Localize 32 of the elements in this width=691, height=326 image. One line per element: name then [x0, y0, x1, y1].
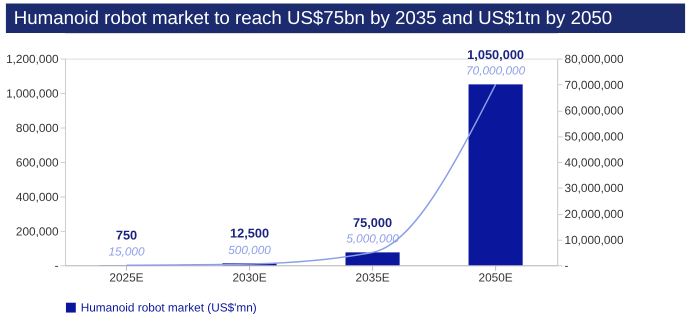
y2-tick-label: 80,000,000: [564, 52, 624, 66]
data-label: 1,050,000: [467, 46, 524, 62]
y-tick-label: 400,000: [16, 190, 59, 204]
data-label: 750: [116, 228, 138, 243]
bar: [468, 84, 523, 266]
y-tick-label: 800,000: [16, 120, 59, 135]
y2-tick-label: 10,000,000: [564, 232, 624, 247]
data-label: 15,000: [108, 244, 145, 258]
y2-tick-label: 40,000,000: [564, 155, 624, 170]
y2-tick-label: 30,000,000: [564, 181, 624, 196]
x-tick-label: 2030E: [232, 270, 267, 285]
y-tick-label: 200,000: [16, 224, 59, 238]
legend-label: Humanoid robot market (US$'mn): [80, 300, 257, 315]
x-tick-label: 2050E: [478, 270, 513, 285]
data-label: 500,000: [228, 243, 272, 258]
y-tick-label: -: [54, 258, 59, 273]
data-label: 5,000,000: [346, 232, 400, 246]
x-tick-label: 2025E: [109, 270, 144, 285]
y2-tick-label: -: [564, 258, 569, 273]
y2-tick-label: 70,000,000: [564, 78, 624, 92]
bar: [346, 252, 400, 266]
y-tick-label: 600,000: [16, 155, 59, 170]
y2-tick-label: 60,000,000: [564, 104, 624, 118]
y2-tick-label: 50,000,000: [564, 130, 624, 144]
chart-title: Humanoid robot market to reach US$75bn by 2035 and US$1tn by 2050: [14, 7, 612, 28]
y-tick-label: 1,000,000: [6, 86, 60, 100]
x-tick-label: 2035E: [356, 270, 390, 285]
y-tick-label: 1,200,000: [6, 52, 60, 66]
data-label: 12,500: [230, 226, 270, 241]
data-label: 70,000,000: [466, 64, 526, 78]
y2-tick-label: 20,000,000: [564, 207, 624, 222]
data-label: 75,000: [353, 214, 392, 230]
